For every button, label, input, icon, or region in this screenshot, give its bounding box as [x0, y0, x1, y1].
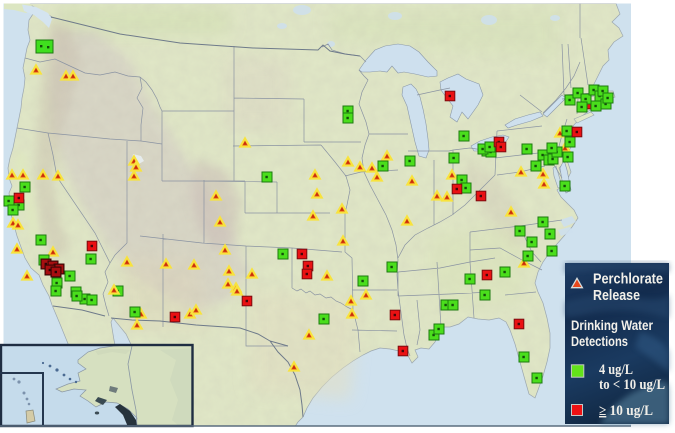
svg-text:Detections: Detections — [571, 333, 628, 349]
svg-text:Perchlorate: Perchlorate — [593, 271, 663, 288]
svg-text:Drinking Water: Drinking Water — [571, 317, 653, 333]
svg-text:Release: Release — [593, 287, 640, 304]
svg-text:to < 10 ug/L: to < 10 ug/L — [599, 377, 665, 393]
svg-text:≥ 10 ug/L: ≥ 10 ug/L — [599, 403, 653, 419]
svg-text:4 ug/L: 4 ug/L — [599, 362, 633, 378]
